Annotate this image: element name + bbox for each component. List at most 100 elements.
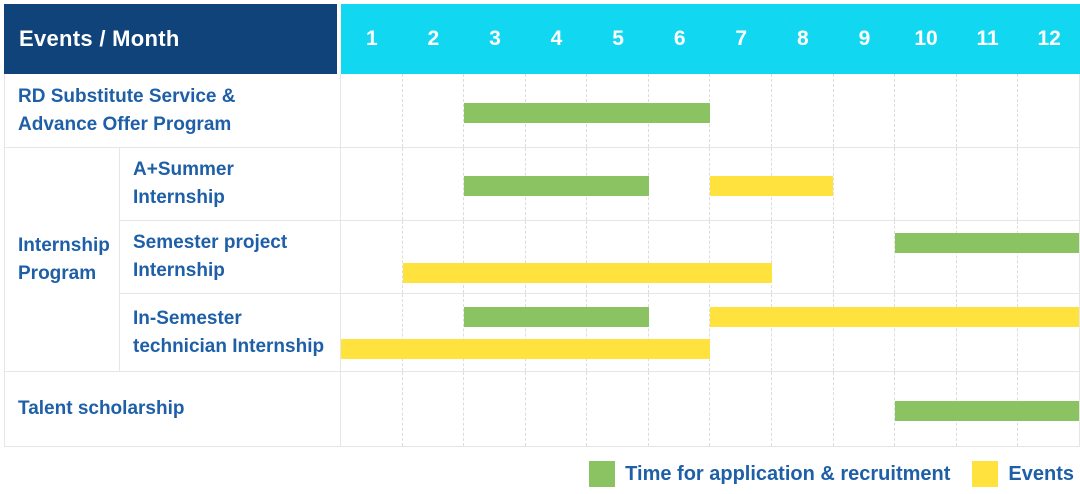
month-column-10 [894,148,956,220]
month-column-7 [709,74,771,147]
legend-label-application-recruitment: Time for application & recruitment [625,462,951,485]
subrow-in-semester: In-Semester technician Internship [120,293,1079,371]
subrow-label-1-line-2: Internship [133,260,225,281]
subrow-label-0-line-2: Internship [133,187,225,208]
month-header-5: 5 [612,27,624,50]
subrow-label-1: Semester project Internship [120,221,341,293]
month-column-11 [955,148,1018,220]
table-header-row: Events / Month 1 2 3 4 5 6 7 8 9 10 11 12 [4,4,1080,74]
subrow-label-0-line-1: A+Summer [133,159,234,180]
legend-swatch-application-recruitment [589,461,616,487]
month-column-12 [1017,294,1079,371]
bar-yellow-month2-to-7 [402,262,772,283]
month-column-9 [832,372,895,446]
month-column-12 [1017,148,1079,220]
month-column-6 [647,221,710,293]
month-column-2 [401,221,464,293]
month-column-1 [341,74,402,147]
month-column-12 [1017,221,1079,293]
month-column-6 [647,148,710,220]
month-column-1 [341,221,402,293]
row-2-month-grid [341,372,1079,446]
group-label-line-1: Internship [18,234,110,256]
month-column-11 [955,221,1018,293]
month-column-6 [647,372,710,446]
group-label-line-2: Program [18,262,97,284]
month-header-11: 11 [976,27,999,50]
month-header-row: 1 2 3 4 5 6 7 8 9 10 11 12 [341,4,1080,74]
bar-yellow-month7-to-8 [710,176,833,196]
subrow-label-2-line-2: technician Internship [133,335,325,357]
legend-label-events: Events [1008,462,1074,485]
subrow-label-1-line-1: Semester project [133,232,288,253]
month-header-8: 8 [796,27,809,50]
month-column-2 [401,372,464,446]
month-column-5 [586,372,648,446]
subrow-label-2: In-Semester technician Internship [120,294,341,371]
month-column-7 [709,221,771,293]
month-column-3 [463,148,525,220]
group-label-internship-program: Internship Program [5,148,120,371]
internship-program-subrows: A+Summer Internship Semester project Intern… [120,148,1079,371]
month-column-7 [709,372,771,446]
row-rd-substitute-service-: RD Substitute Service & Advance Offer Pro… [5,74,1079,147]
month-header-2: 2 [427,27,440,50]
subrow-2-month-grid [341,294,1079,371]
subrow-a-summer: A+Summer Internship [120,148,1079,220]
month-column-2 [401,294,464,371]
legend-swatch-events [972,461,999,487]
month-column-5 [586,221,648,293]
month-column-8 [771,372,833,446]
events-month-table: Events / Month 1 2 3 4 5 6 7 8 9 10 11 12 RD Substi… [4,4,1080,447]
month-header-9: 9 [858,27,871,50]
month-column-7 [709,294,771,371]
month-column-4 [524,294,587,371]
month-column-1 [341,294,402,371]
bar-green-month3-to-5 [464,176,649,196]
month-column-7 [709,148,771,220]
bar-yellow-month1-to-6 [341,338,710,359]
month-column-10 [894,221,956,293]
month-column-11 [955,294,1018,371]
bar-yellow-month7-to-12 [710,307,1079,328]
month-column-10 [894,294,956,371]
month-column-2 [401,148,464,220]
month-column-1 [341,372,402,446]
month-column-9 [832,221,895,293]
row-label-2-line-1: Talent scholarship [18,398,185,419]
month-header-10: 10 [914,27,938,50]
month-header-1: 1 [365,27,378,50]
month-column-12 [1017,74,1079,147]
month-column-6 [647,294,710,371]
month-column-8 [771,221,833,293]
month-column-3 [463,294,525,371]
month-header-4: 4 [550,27,563,50]
row-label-0-line-2: Advance Offer Program [18,113,232,135]
month-column-4 [524,372,587,446]
subrow-0-month-grid [341,148,1079,220]
month-header-12: 12 [1037,27,1061,50]
bar-green-month3-to-6 [464,102,710,123]
month-column-8 [771,74,833,147]
month-column-9 [832,294,895,371]
month-column-9 [832,74,895,147]
events-month-header-cell: Events / Month [4,4,337,74]
subrow-semester-project: Semester project Internship [120,220,1079,293]
subrow-label-0: A+Summer Internship [120,148,341,220]
month-column-2 [401,74,464,147]
subrow-label-2-line-1: In-Semester [133,307,242,329]
bar-green-month3-to-5 [464,307,649,328]
month-column-3 [463,74,525,147]
month-header-6: 6 [673,27,686,50]
row-talent-scholarship: Talent scholarship [5,371,1079,446]
legend: Time for application & recruitment Event… [589,457,1074,491]
row-label-0-line-1: RD Substitute Service & [18,85,236,107]
row-label-0: RD Substitute Service & Advance Offer Pro… [5,74,341,147]
month-column-10 [894,74,956,147]
month-column-8 [771,294,833,371]
month-header-3: 3 [489,27,501,50]
month-column-3 [463,221,525,293]
row-0-month-grid [341,74,1079,147]
bar-green-month10-to-12 [894,233,1079,254]
